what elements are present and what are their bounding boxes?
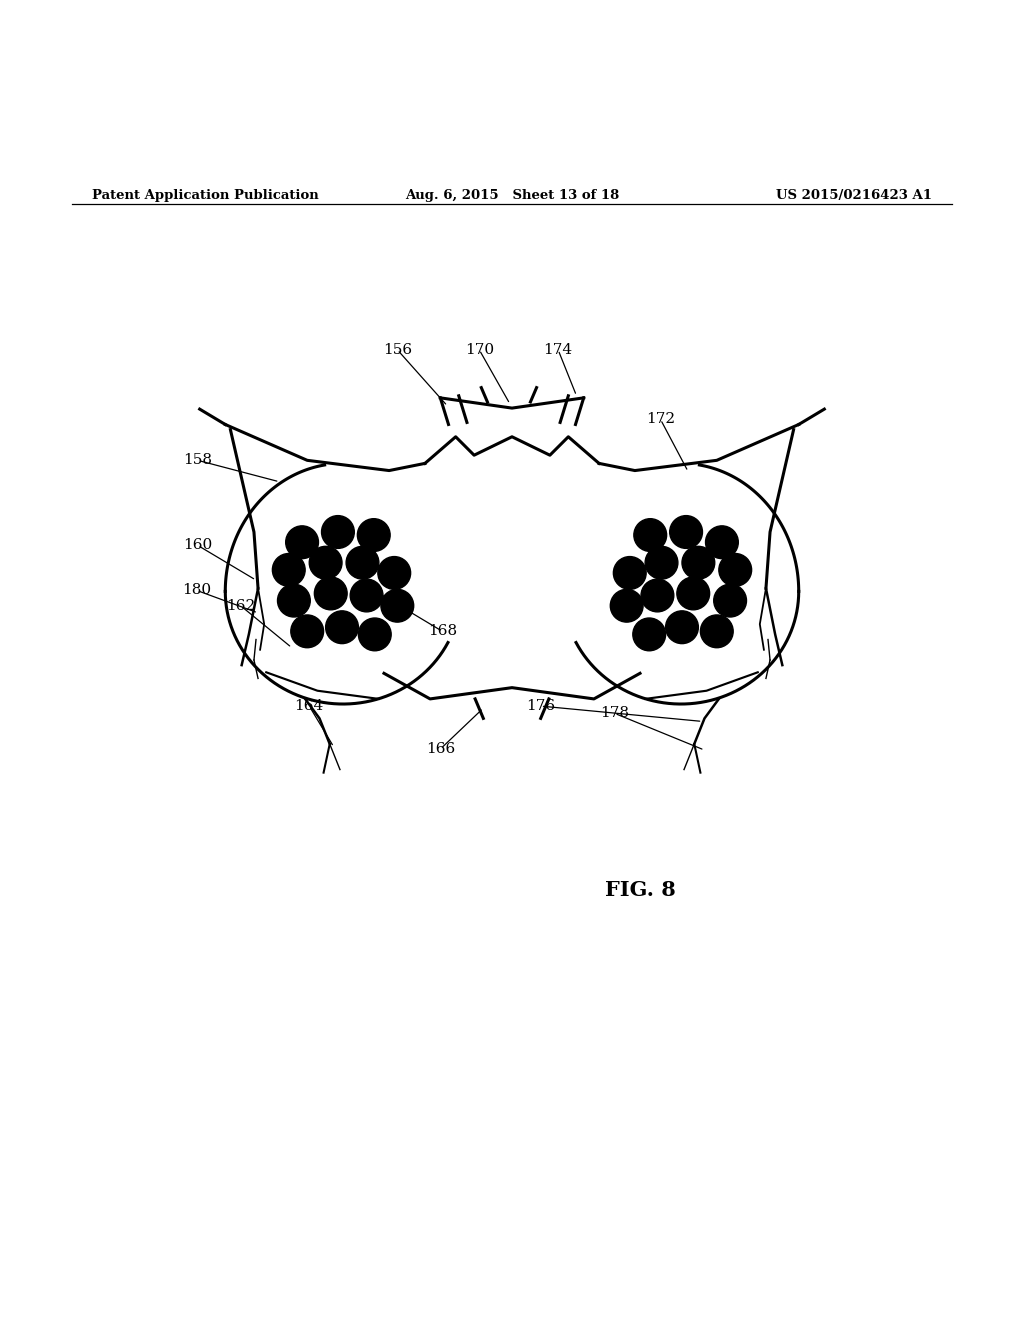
Circle shape (666, 611, 698, 644)
Text: 162: 162 (226, 599, 255, 612)
Circle shape (677, 577, 710, 610)
Circle shape (714, 585, 746, 616)
Circle shape (378, 557, 411, 589)
Circle shape (278, 585, 310, 616)
Circle shape (719, 553, 752, 586)
Circle shape (357, 519, 390, 552)
Circle shape (610, 589, 643, 622)
Circle shape (286, 525, 318, 558)
Text: 160: 160 (183, 539, 212, 552)
Text: 156: 156 (383, 343, 412, 356)
Circle shape (670, 516, 702, 548)
Circle shape (633, 618, 666, 651)
Text: 166: 166 (426, 742, 455, 756)
Circle shape (272, 553, 305, 586)
Text: 172: 172 (646, 412, 675, 426)
Circle shape (381, 589, 414, 622)
Circle shape (291, 615, 324, 648)
Text: 178: 178 (600, 706, 629, 721)
Text: 180: 180 (182, 583, 211, 598)
Circle shape (682, 546, 715, 579)
Circle shape (358, 618, 391, 651)
Text: 170: 170 (465, 343, 494, 356)
Circle shape (613, 557, 646, 589)
Text: 158: 158 (183, 453, 212, 467)
Text: 168: 168 (428, 624, 457, 639)
Circle shape (309, 546, 342, 579)
Text: 164: 164 (295, 700, 324, 713)
Circle shape (314, 577, 347, 610)
Text: FIG. 8: FIG. 8 (604, 880, 676, 900)
Circle shape (634, 519, 667, 552)
Circle shape (641, 579, 674, 612)
Circle shape (322, 516, 354, 548)
Text: 174: 174 (544, 343, 572, 356)
Text: Aug. 6, 2015   Sheet 13 of 18: Aug. 6, 2015 Sheet 13 of 18 (404, 189, 620, 202)
Text: 176: 176 (526, 700, 555, 713)
Circle shape (350, 579, 383, 612)
Text: Patent Application Publication: Patent Application Publication (92, 189, 318, 202)
Circle shape (700, 615, 733, 648)
Text: US 2015/0216423 A1: US 2015/0216423 A1 (776, 189, 932, 202)
Circle shape (645, 546, 678, 579)
Circle shape (346, 546, 379, 579)
Circle shape (706, 525, 738, 558)
Circle shape (326, 611, 358, 644)
